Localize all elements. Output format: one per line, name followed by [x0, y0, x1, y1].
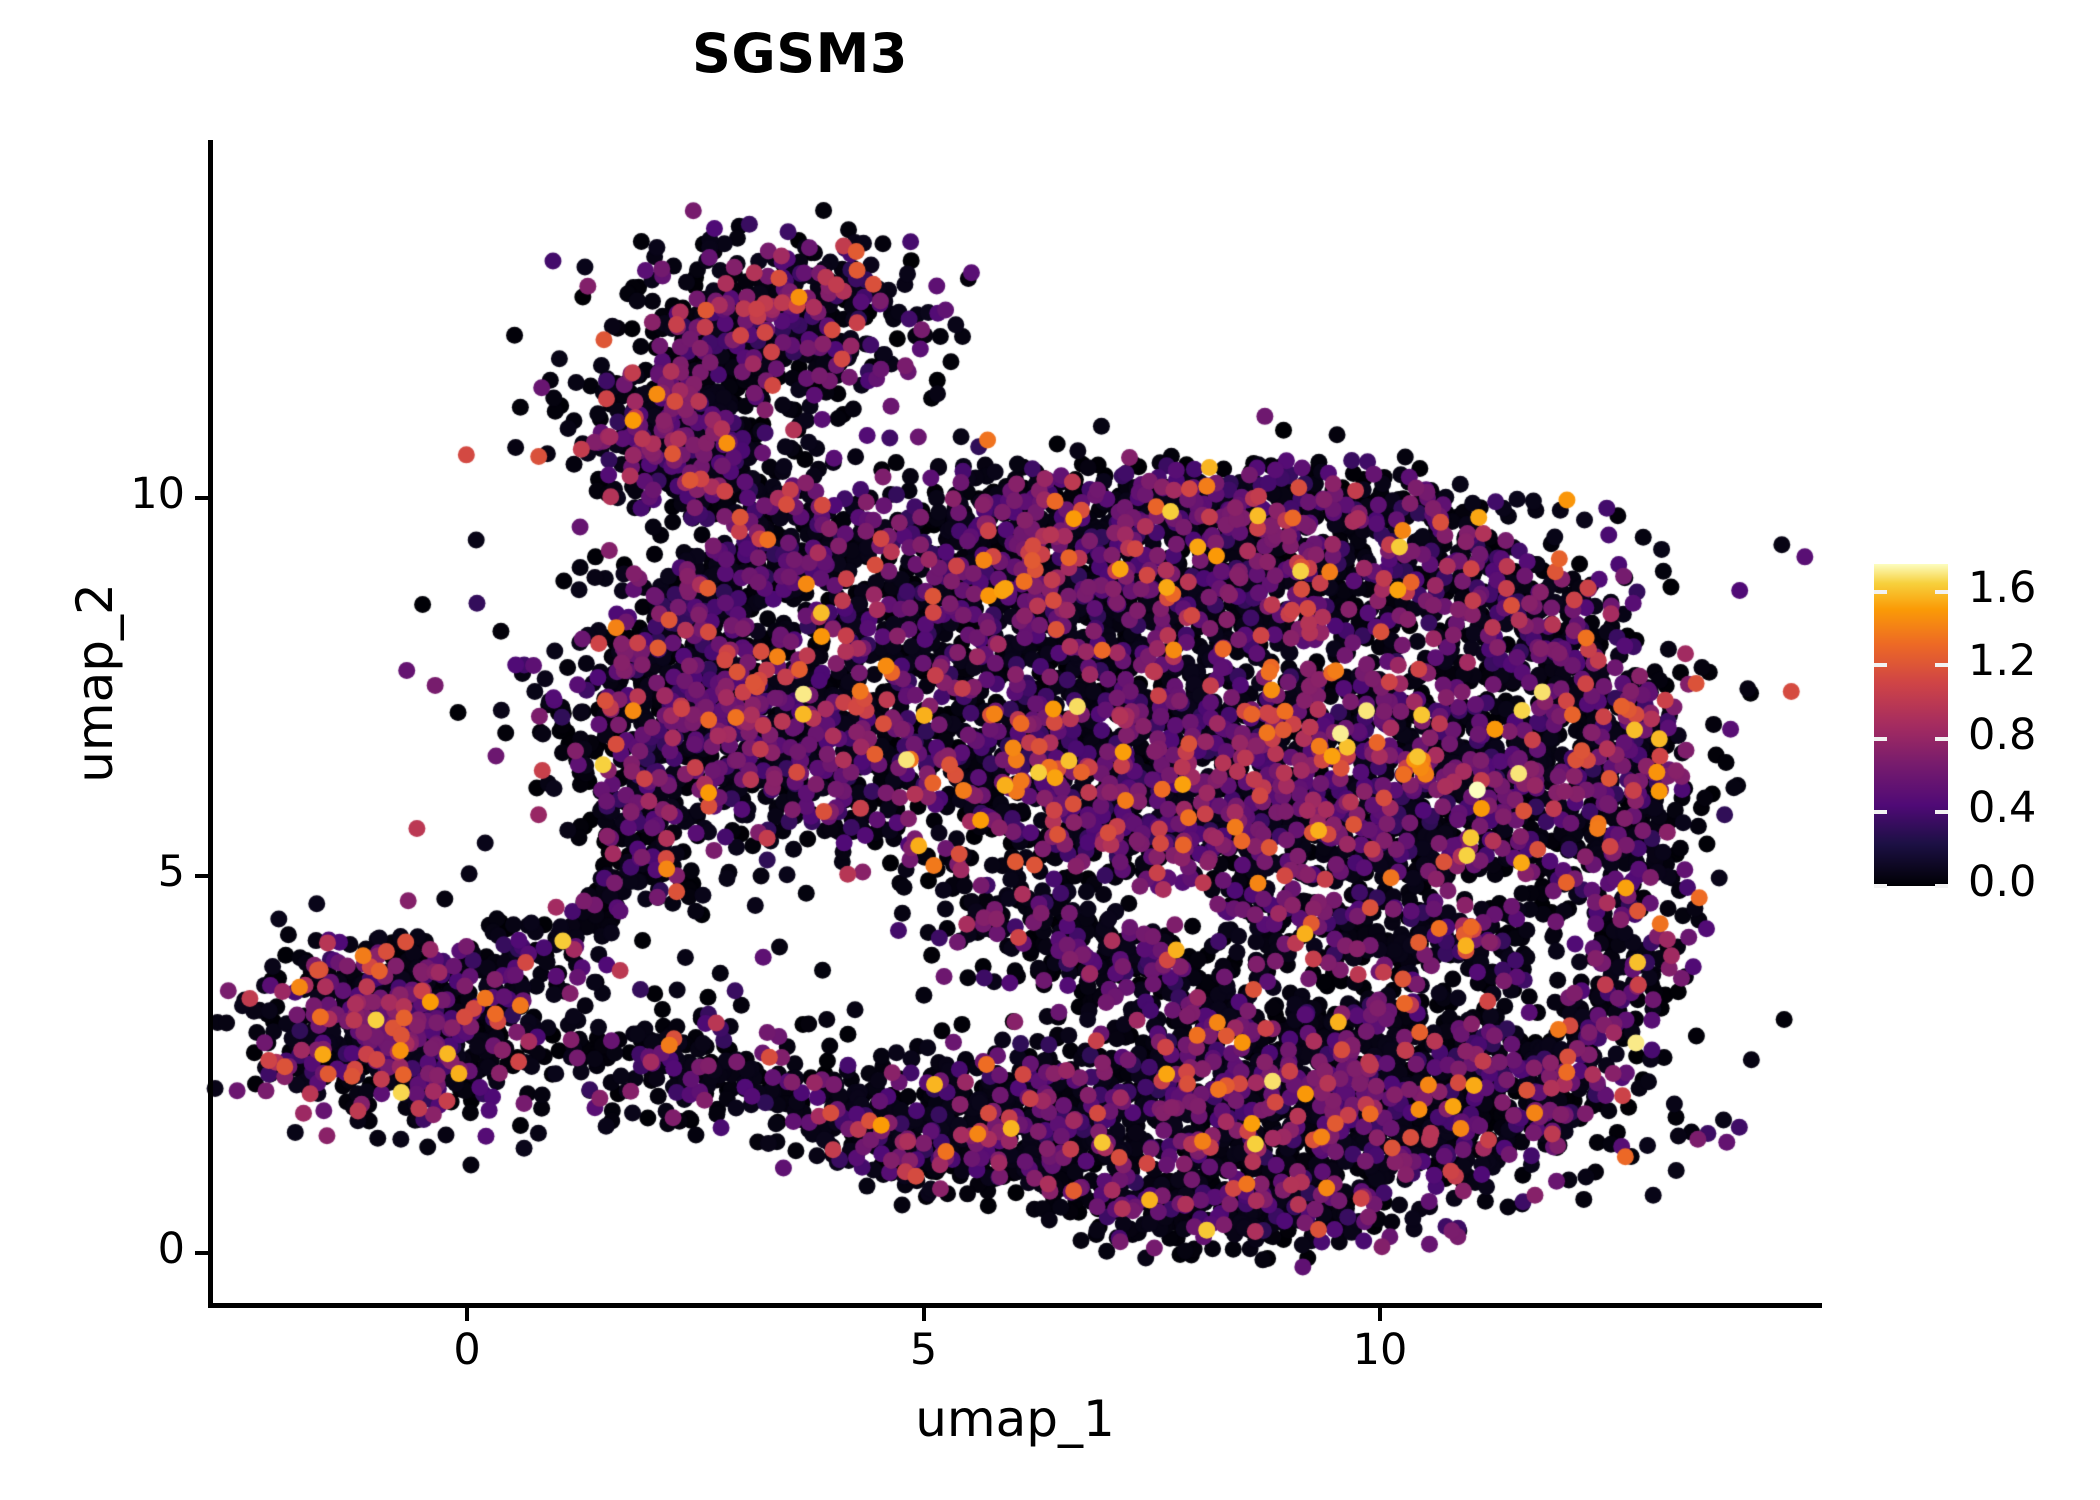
- y-tick-mark: [195, 873, 208, 878]
- y-tick-label: 0: [157, 1224, 185, 1274]
- x-tick-label: 0: [453, 1325, 481, 1375]
- x-axis-spine: [208, 1303, 1822, 1308]
- colorbar-tick-mark: [1874, 884, 1887, 888]
- colorbar-tick-label: 0.8: [1968, 709, 2037, 760]
- colorbar-tick-label: 0.4: [1968, 783, 2037, 834]
- y-tick-mark: [195, 1251, 208, 1255]
- colorbar-tick-mark: [1874, 810, 1887, 815]
- colorbar-tick-mark: [1935, 736, 1948, 741]
- y-tick-mark: [195, 496, 208, 500]
- colorbar-tick-mark: [1874, 663, 1887, 668]
- colorbar-tick-mark: [1935, 589, 1948, 594]
- colorbar-tick-mark: [1935, 884, 1948, 888]
- x-tick-label: 5: [909, 1325, 938, 1375]
- x-tick-mark: [1378, 1308, 1382, 1321]
- colorbar-gradient: [1874, 564, 1948, 886]
- x-tick-label: 10: [1352, 1325, 1408, 1375]
- colorbar-tick-mark: [1874, 736, 1887, 741]
- colorbar-tick-label: 1.6: [1968, 562, 2037, 613]
- colorbar-tick-label: 1.2: [1968, 636, 2037, 687]
- colorbar-tick-label: 0.0: [1968, 857, 2037, 907]
- x-tick-mark: [465, 1308, 469, 1321]
- x-axis-label: umap_1: [915, 1390, 1115, 1448]
- colorbar-tick-mark: [1874, 589, 1887, 594]
- x-tick-mark: [921, 1308, 926, 1321]
- colorbar-tick-mark: [1935, 810, 1948, 815]
- y-tick-label: 10: [130, 469, 185, 519]
- colorbar-tick-mark: [1935, 663, 1948, 668]
- y-tick-label: 5: [157, 846, 185, 897]
- y-axis-label: umap_2: [66, 583, 124, 783]
- y-axis-spine: [208, 140, 213, 1308]
- colorbar: [1874, 564, 1948, 886]
